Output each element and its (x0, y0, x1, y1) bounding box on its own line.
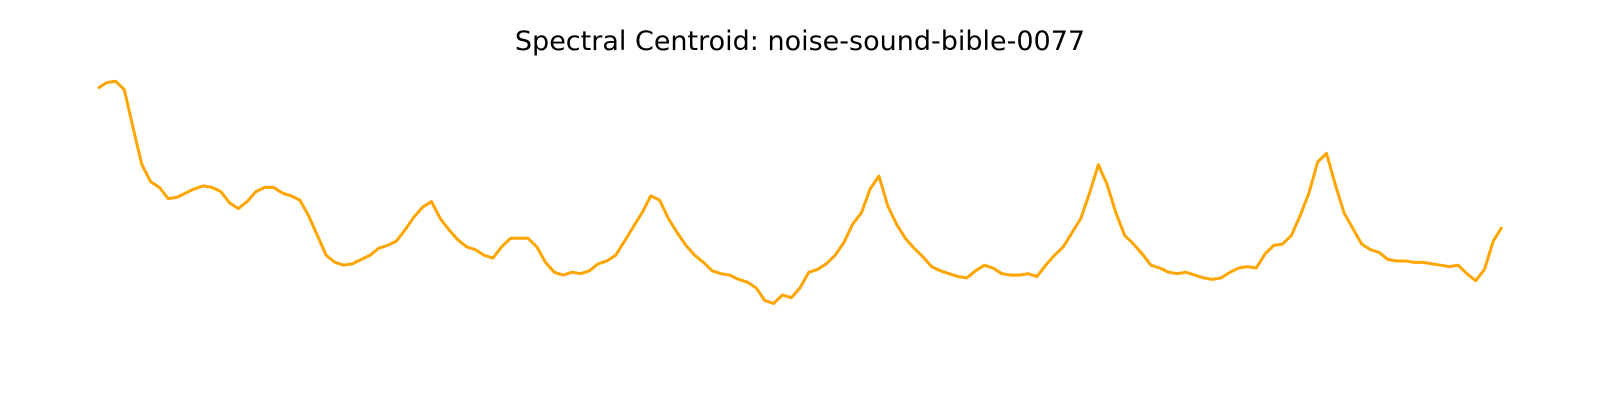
chart-title: Spectral Centroid: noise-sound-bible-007… (514, 26, 1086, 57)
series-line-0 (97, 79, 1504, 305)
